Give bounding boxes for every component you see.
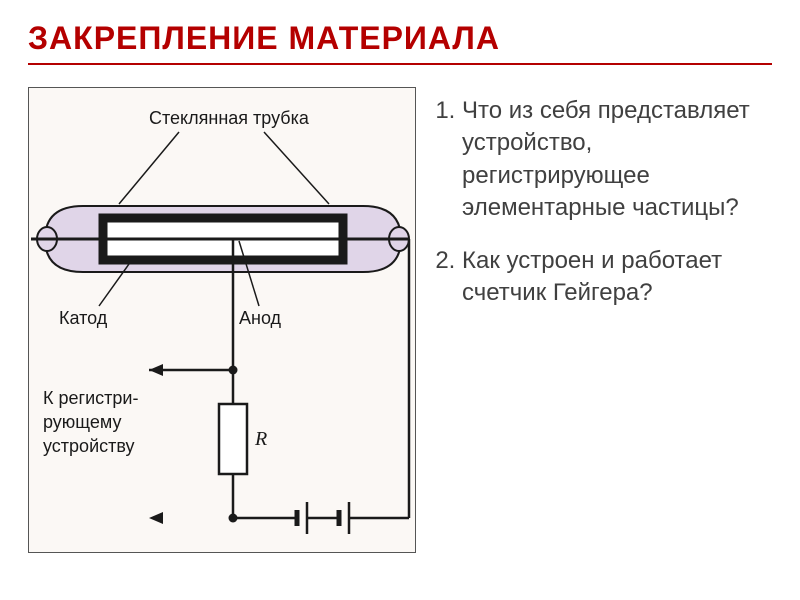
content-row: Стеклянная трубка Катод Анод R К регистри-ру…	[28, 87, 772, 553]
question-panel: Что из себя представляет устройство, рег…	[430, 87, 772, 553]
question-item: Как устроен и работает счетчик Гейгера?	[462, 245, 772, 310]
svg-text:рующему: рующему	[43, 412, 122, 432]
geiger-diagram: Стеклянная трубка Катод Анод R К регистри-ру…	[28, 87, 416, 553]
svg-text:R: R	[254, 428, 267, 450]
svg-text:К регистри-: К регистри-	[43, 388, 138, 408]
page-title: ЗАКРЕПЛЕНИЕ МАТЕРИАЛА	[28, 20, 772, 65]
question-list: Что из себя представляет устройство, рег…	[430, 95, 772, 309]
svg-text:Анод: Анод	[239, 308, 282, 328]
question-item: Что из себя представляет устройство, рег…	[462, 95, 772, 225]
svg-text:Катод: Катод	[59, 308, 108, 328]
svg-text:Стеклянная трубка: Стеклянная трубка	[149, 108, 310, 128]
svg-text:устройству: устройству	[43, 436, 135, 456]
circuit-svg: Стеклянная трубка Катод Анод R К регистри-ру…	[29, 88, 417, 554]
